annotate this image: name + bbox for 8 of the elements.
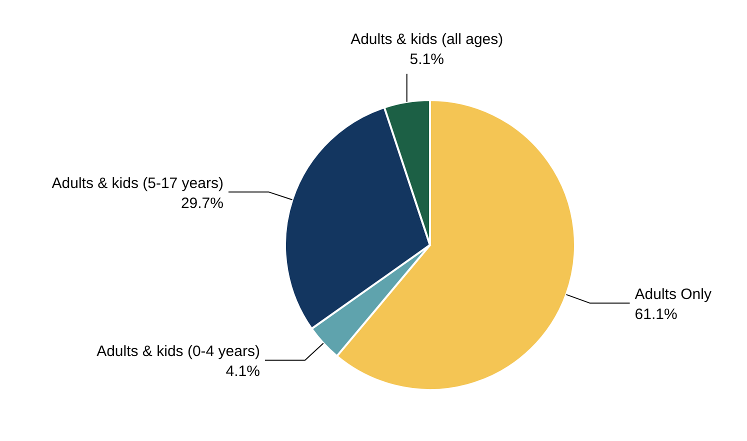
slice-label: Adults & kids (5-17 years) [52, 174, 224, 192]
slice-label: Adults & kids (0-4 years) [96, 343, 260, 360]
data-label: 61.1% [634, 306, 678, 324]
data-label: 4.1% [226, 363, 260, 380]
data-label: 29.7% [180, 194, 224, 212]
slice-label: Adults & kids (all ages) [350, 30, 504, 48]
slice-label: Adults Only [634, 286, 712, 304]
data-label: 5.1% [410, 50, 444, 68]
